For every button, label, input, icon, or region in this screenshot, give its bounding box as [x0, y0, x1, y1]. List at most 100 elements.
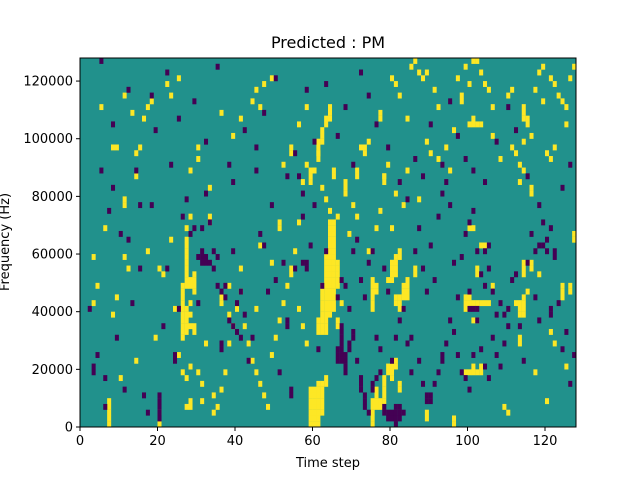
heatmap-cell-high — [366, 138, 371, 145]
heatmap-cell-low — [262, 109, 267, 116]
heatmap-cell-high — [328, 265, 333, 272]
heatmap-cell-low — [157, 409, 162, 416]
heatmap-cell-high — [552, 340, 557, 347]
heatmap-cell-low — [289, 386, 294, 393]
heatmap-cell-high — [517, 305, 522, 312]
heatmap-cell-high — [99, 104, 104, 111]
heatmap-cell-high — [103, 225, 108, 232]
heatmap-cell-high — [471, 300, 476, 307]
heatmap-cell-low — [335, 352, 340, 358]
heatmap-cell-low — [440, 357, 445, 364]
heatmap-cell-high — [215, 403, 220, 410]
heatmap-cell-high — [328, 225, 333, 232]
heatmap-cell-low — [238, 334, 243, 341]
heatmap-cell-high — [378, 398, 383, 405]
heatmap-cell-high — [316, 328, 321, 335]
heatmap-cell-high — [316, 156, 321, 162]
heatmap-cell-high — [184, 248, 189, 255]
heatmap-cell-high — [382, 392, 387, 399]
heatmap-cell-low — [374, 375, 379, 382]
heatmap-cell-high — [126, 265, 131, 272]
heatmap-cell-high — [107, 398, 112, 405]
heatmap-cell-low — [486, 242, 491, 249]
heatmap-cell-high — [223, 369, 228, 376]
heatmap-cell-high — [378, 109, 383, 116]
heatmap-cell-high — [328, 288, 333, 295]
heatmap-cell-low — [304, 265, 309, 272]
heatmap-cell-high — [149, 98, 154, 105]
heatmap-cell-high — [548, 328, 553, 335]
heatmap-cell-high — [370, 300, 375, 307]
heatmap-cell-high — [343, 190, 348, 197]
heatmap-cell-high — [184, 375, 189, 382]
heatmap-cell-high — [312, 392, 317, 399]
heatmap-cell-low — [494, 311, 499, 318]
heatmap-cell-high — [184, 265, 189, 272]
heatmap-cell-high — [421, 75, 426, 82]
heatmap-cell-low — [200, 259, 205, 266]
heatmap-cell-high — [517, 340, 522, 347]
heatmap-cell-low — [510, 277, 515, 284]
heatmap-cell-low — [428, 398, 433, 405]
heatmap-cell-high — [107, 409, 112, 416]
heatmap-cell-high — [200, 398, 205, 405]
heatmap-cell-high — [529, 259, 534, 266]
heatmap-cell-low — [339, 352, 344, 358]
heatmap-cell-low — [393, 334, 398, 341]
heatmap-cell-low — [347, 305, 352, 312]
heatmap-cell-high — [374, 386, 379, 393]
heatmap-cell-high — [107, 403, 112, 410]
heatmap-cell-low — [467, 305, 472, 312]
heatmap-cell-high — [316, 144, 321, 151]
heatmap-cell-low — [390, 415, 395, 422]
heatmap-cell-low — [347, 346, 352, 353]
heatmap-cell-high — [308, 179, 313, 185]
heatmap-cell-high — [370, 398, 375, 405]
y-tick-label: 60000 — [32, 248, 73, 263]
heatmap-cell-high — [308, 386, 313, 393]
heatmap-cell-high — [269, 75, 274, 82]
heatmap-cell-low — [335, 294, 340, 301]
heatmap-cell-low — [568, 380, 573, 387]
heatmap-cell-high — [207, 213, 212, 220]
heatmap-cell-high — [370, 282, 375, 289]
heatmap-cell-low — [250, 334, 255, 341]
heatmap-cell-low — [548, 305, 553, 312]
heatmap-cell-high — [413, 271, 418, 278]
heatmap-cell-high — [328, 248, 333, 255]
heatmap-cell-low — [114, 334, 119, 341]
heatmap-cell-high — [436, 156, 441, 162]
heatmap-cell-high — [541, 98, 546, 105]
heatmap-cell-low — [382, 403, 387, 410]
heatmap-cell-low — [421, 173, 426, 180]
heatmap-cell-low — [231, 248, 236, 255]
heatmap-cell-low — [138, 202, 143, 209]
heatmap-cell-high — [312, 386, 317, 393]
heatmap-cell-high — [184, 277, 189, 284]
heatmap-cell-high — [324, 277, 329, 284]
heatmap-cell-high — [242, 323, 247, 330]
heatmap-cell-low — [548, 311, 553, 318]
heatmap-cell-high — [91, 254, 96, 260]
heatmap-cell-high — [289, 144, 294, 151]
high-value-cells — [91, 58, 577, 428]
heatmap-cell-high — [207, 184, 212, 191]
heatmap-cell-high — [134, 173, 139, 180]
heatmap-cell-high — [320, 305, 325, 312]
heatmap-cell-high — [483, 81, 488, 87]
heatmap-cell-high — [111, 144, 116, 151]
heatmap-cell-high — [324, 265, 329, 272]
heatmap-cell-high — [521, 311, 526, 318]
heatmap-cell-high — [192, 323, 197, 330]
heatmap-cell-low — [421, 380, 426, 387]
heatmap-cell-high — [517, 179, 522, 185]
heatmap-cell-high — [316, 323, 321, 330]
y-tick-label: 0 — [65, 421, 73, 436]
heatmap-cell-high — [316, 317, 321, 324]
heatmap-cell-high — [382, 386, 387, 393]
heatmap-cell-high — [188, 282, 193, 289]
heatmap-cell-high — [184, 259, 189, 266]
heatmap-cell-high — [479, 363, 484, 370]
heatmap-cell-high — [184, 254, 189, 260]
heatmap-cell-high — [328, 242, 333, 249]
